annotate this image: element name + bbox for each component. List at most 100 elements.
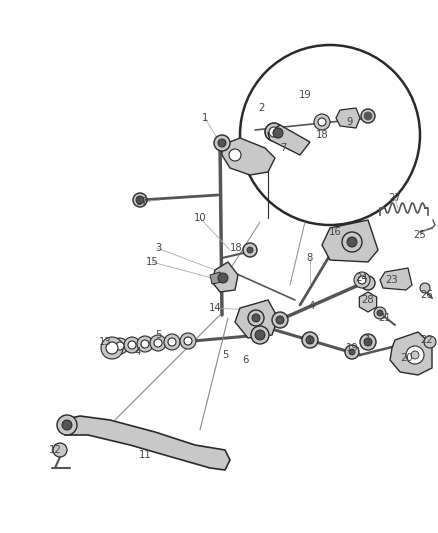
Circle shape	[268, 127, 279, 137]
Text: 7: 7	[279, 143, 286, 153]
Circle shape	[313, 114, 329, 130]
Circle shape	[141, 340, 148, 348]
Polygon shape	[335, 108, 359, 128]
Text: 19: 19	[345, 343, 357, 353]
Circle shape	[305, 336, 313, 344]
Circle shape	[53, 443, 67, 457]
Text: 12: 12	[49, 445, 61, 455]
Text: 21: 21	[378, 313, 391, 323]
Circle shape	[180, 333, 195, 349]
Circle shape	[373, 307, 385, 319]
Text: 9: 9	[346, 117, 353, 127]
Polygon shape	[222, 138, 274, 175]
Circle shape	[154, 339, 162, 347]
Circle shape	[168, 338, 176, 346]
Text: 13: 13	[99, 337, 111, 347]
Polygon shape	[209, 272, 222, 284]
Text: 4: 4	[134, 347, 141, 357]
Text: 16: 16	[328, 227, 341, 237]
Text: 17: 17	[135, 197, 148, 207]
Circle shape	[359, 334, 375, 350]
Circle shape	[218, 139, 226, 147]
Circle shape	[410, 351, 418, 359]
Text: 4: 4	[308, 301, 314, 311]
Circle shape	[106, 342, 118, 354]
Circle shape	[357, 276, 365, 284]
Text: 5: 5	[155, 330, 161, 340]
Text: 20: 20	[400, 353, 412, 363]
Circle shape	[247, 247, 252, 253]
Text: 11: 11	[138, 450, 151, 460]
Text: 27: 27	[388, 193, 400, 203]
Circle shape	[137, 336, 153, 352]
Circle shape	[405, 346, 423, 364]
Circle shape	[62, 420, 72, 430]
Circle shape	[251, 326, 268, 344]
Circle shape	[133, 193, 147, 207]
Text: 23: 23	[385, 275, 397, 285]
Circle shape	[112, 338, 128, 354]
Circle shape	[101, 337, 123, 359]
Polygon shape	[212, 262, 237, 292]
Text: 26: 26	[420, 290, 432, 300]
Circle shape	[301, 332, 317, 348]
Circle shape	[317, 118, 325, 126]
Circle shape	[341, 232, 361, 252]
Text: 5: 5	[221, 350, 228, 360]
Circle shape	[164, 334, 180, 350]
Circle shape	[419, 283, 429, 293]
Circle shape	[213, 135, 230, 151]
Text: 10: 10	[193, 213, 206, 223]
Circle shape	[423, 336, 435, 348]
Text: 1: 1	[201, 113, 208, 123]
Text: 28: 28	[361, 295, 374, 305]
Text: 6: 6	[241, 355, 247, 365]
Circle shape	[243, 243, 256, 257]
Circle shape	[218, 273, 227, 283]
Circle shape	[124, 337, 140, 353]
Text: 3: 3	[155, 243, 161, 253]
Circle shape	[363, 338, 371, 346]
Text: 2: 2	[257, 103, 264, 113]
Circle shape	[346, 237, 356, 247]
Circle shape	[150, 335, 166, 351]
Circle shape	[363, 112, 371, 120]
Circle shape	[57, 415, 77, 435]
Circle shape	[360, 109, 374, 123]
Text: 19: 19	[298, 90, 311, 100]
Text: 15: 15	[145, 257, 158, 267]
Polygon shape	[359, 292, 376, 312]
Circle shape	[247, 310, 263, 326]
Polygon shape	[379, 268, 411, 290]
Circle shape	[116, 342, 124, 350]
Polygon shape	[321, 220, 377, 262]
Circle shape	[276, 316, 283, 324]
Circle shape	[184, 337, 191, 345]
Circle shape	[344, 345, 358, 359]
Circle shape	[251, 314, 259, 322]
Circle shape	[229, 149, 240, 161]
Circle shape	[240, 45, 419, 225]
Circle shape	[348, 349, 354, 355]
Polygon shape	[389, 332, 431, 375]
Circle shape	[265, 123, 283, 141]
Circle shape	[360, 276, 374, 290]
Text: 22: 22	[420, 335, 432, 345]
Polygon shape	[62, 416, 230, 470]
Circle shape	[136, 196, 144, 204]
Text: 14: 14	[208, 303, 221, 313]
Polygon shape	[234, 300, 277, 338]
Circle shape	[376, 310, 382, 316]
Text: 1: 1	[364, 335, 371, 345]
Circle shape	[272, 128, 283, 138]
Text: 18: 18	[229, 243, 242, 253]
Text: 1: 1	[306, 335, 312, 345]
Text: 18: 18	[315, 130, 328, 140]
Text: 25: 25	[413, 230, 425, 240]
Text: 24: 24	[355, 273, 367, 283]
Circle shape	[353, 272, 369, 288]
Circle shape	[272, 312, 287, 328]
Circle shape	[254, 330, 265, 340]
Circle shape	[128, 341, 136, 349]
Polygon shape	[267, 125, 309, 155]
